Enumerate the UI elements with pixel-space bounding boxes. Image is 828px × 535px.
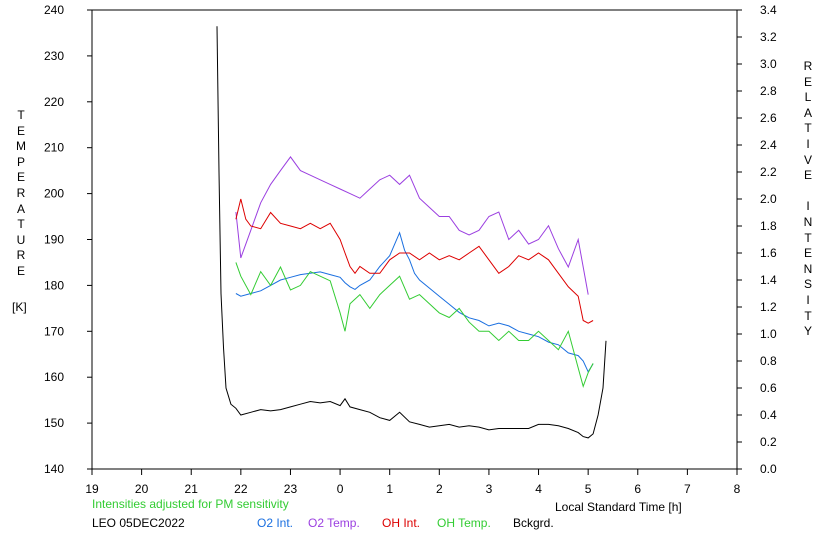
right-tick-label: 1.8 [760, 219, 777, 233]
right-tick-label: 2.2 [760, 165, 777, 179]
right-tick-label: 3.2 [760, 30, 777, 44]
left-tick-label: 160 [44, 370, 64, 384]
right-tick-label: 3.4 [760, 3, 777, 17]
right-tick-label: 0.8 [760, 354, 777, 368]
right-axis-ticks: 0.0 0.2 0.4 0.6 0.8 1.0 1.2 1.4 1.6 1.8 2.0 2.2 2.4 2… [737, 3, 777, 476]
x-tick-label: 21 [185, 482, 199, 496]
right-axis-title: R E L A T I V E I N T E N S I T Y [803, 59, 813, 339]
legend-item: Bckgrd. [513, 516, 554, 530]
legend-item: OH Temp. [437, 516, 491, 530]
right-tick-label: 2.6 [760, 111, 777, 125]
right-tick-label: 2.8 [760, 84, 777, 98]
left-axis-unit: [K] [12, 300, 27, 314]
x-tick-label: 1 [386, 482, 393, 496]
right-tick-label: 1.4 [760, 273, 777, 287]
x-tick-label: 6 [634, 482, 641, 496]
right-tick-label: 2.0 [760, 192, 777, 206]
legend-item: O2 Int. [257, 516, 294, 530]
right-tick-label: 1.6 [760, 246, 777, 260]
x-tick-label: 19 [85, 482, 99, 496]
x-tick-label: 5 [585, 482, 592, 496]
left-tick-label: 210 [44, 141, 64, 155]
right-tick-label: 0.2 [760, 435, 777, 449]
right-tick-label: 1.2 [760, 300, 777, 314]
left-tick-label: 170 [44, 324, 64, 338]
series-layer [216, 26, 607, 439]
x-tick-label: 22 [234, 482, 248, 496]
x-axis-title: Local Standard Time [h] [555, 500, 682, 514]
x-tick-label: 2 [436, 482, 443, 496]
left-tick-label: 200 [44, 187, 64, 201]
left-tick-label: 190 [44, 233, 64, 247]
series-line-bckgrd [216, 26, 607, 439]
left-tick-label: 140 [44, 462, 64, 476]
x-tick-label: 3 [486, 482, 493, 496]
x-tick-label: 4 [535, 482, 542, 496]
legend-item: OH Int. [382, 516, 421, 530]
right-tick-label: 0.6 [760, 381, 777, 395]
right-tick-label: 0.4 [760, 408, 777, 422]
right-tick-label: 3.0 [760, 57, 777, 71]
x-tick-label: 7 [684, 482, 691, 496]
plot-frame [91, 9, 738, 470]
pm-sensitivity-note: Intensities adjusted for PM sensitivity [92, 497, 289, 511]
right-tick-label: 1.0 [760, 327, 777, 341]
series-line-oh-int [235, 198, 594, 324]
left-tick-label: 180 [44, 278, 64, 292]
x-tick-label: 8 [734, 482, 741, 496]
right-tick-label: 0.0 [760, 462, 777, 476]
x-tick-label: 20 [135, 482, 149, 496]
left-tick-label: 230 [44, 49, 64, 63]
x-tick-label: 23 [284, 482, 298, 496]
x-axis-ticks: 19 20 21 22 23 0 1 2 3 4 5 6 7 8 [85, 469, 741, 496]
right-tick-label: 2.4 [760, 138, 777, 152]
left-tick-label: 220 [44, 95, 64, 109]
x-tick-label: 0 [337, 482, 344, 496]
left-axis-title: T E M P E R A T U R E [16, 108, 26, 278]
series-line-o2-int [235, 231, 594, 373]
left-tick-label: 240 [44, 3, 64, 17]
legend-item: O2 Temp. [308, 516, 360, 530]
series-line-oh-temp [235, 262, 594, 389]
series-line-o2-temp [235, 156, 589, 295]
left-tick-label: 150 [44, 416, 64, 430]
station-date-label: LEO 05DEC2022 [92, 516, 185, 530]
left-axis-ticks: 140 150 160 170 180 190 200 210 220 230 240 [44, 3, 92, 476]
